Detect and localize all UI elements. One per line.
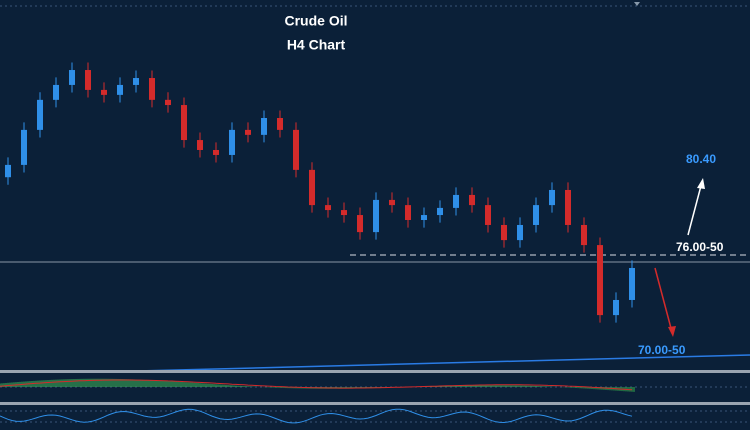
candle-body <box>501 224 507 241</box>
support-label: 70.00-50 <box>638 343 686 357</box>
rsi-line <box>0 408 633 424</box>
candle-body <box>325 205 331 211</box>
candle-body <box>69 70 75 85</box>
up-arrow <box>687 181 703 236</box>
candle-body <box>53 84 59 100</box>
candle-body <box>341 210 347 216</box>
candle-body <box>101 89 107 95</box>
candle-body <box>597 245 603 316</box>
candle-body <box>165 99 171 106</box>
candle-body <box>549 189 555 206</box>
candle-body <box>453 194 459 208</box>
candle-body <box>309 169 315 206</box>
candle-body <box>133 78 139 85</box>
candle-body <box>357 215 363 233</box>
candle-body <box>229 129 235 155</box>
candle-body <box>85 70 91 90</box>
candle-body <box>213 149 219 155</box>
scroll-marker <box>634 2 640 6</box>
chart-title: Crude Oil <box>284 13 347 29</box>
candle-body <box>581 224 587 246</box>
candle-body <box>421 215 427 221</box>
trend-line <box>99 354 750 373</box>
down-arrow <box>654 267 673 333</box>
candle-body <box>469 194 475 206</box>
candle-body <box>533 205 539 225</box>
level-label: 76.00-50 <box>676 240 724 254</box>
candle-body <box>389 199 395 206</box>
candle-body <box>517 224 523 241</box>
candle-body <box>261 118 267 135</box>
candle-body <box>565 189 571 225</box>
candle-body <box>405 205 411 221</box>
target-label: 80.40 <box>686 152 716 166</box>
candle-body <box>245 129 251 135</box>
up-arrow-head <box>697 178 705 189</box>
candle-body <box>485 205 491 225</box>
candle-body <box>613 299 619 316</box>
rsi-panel <box>0 408 750 424</box>
candle-body <box>629 267 635 300</box>
down-arrow-head <box>668 326 676 337</box>
candle-body <box>5 164 11 178</box>
oscillator <box>0 378 635 392</box>
candle-body <box>117 84 123 95</box>
candle-body <box>181 105 187 141</box>
candle-body <box>149 78 155 100</box>
candle-body <box>21 129 27 165</box>
candle-body <box>197 140 203 150</box>
osc-signal <box>0 379 633 391</box>
candle-body <box>293 129 299 170</box>
candle-body <box>37 99 43 130</box>
candle-body <box>373 199 379 233</box>
panel-divider <box>0 370 750 373</box>
panel-divider <box>0 402 750 405</box>
candle-body <box>277 118 283 130</box>
chart-subtitle: H4 Chart <box>287 37 346 53</box>
candle-body <box>437 207 443 216</box>
